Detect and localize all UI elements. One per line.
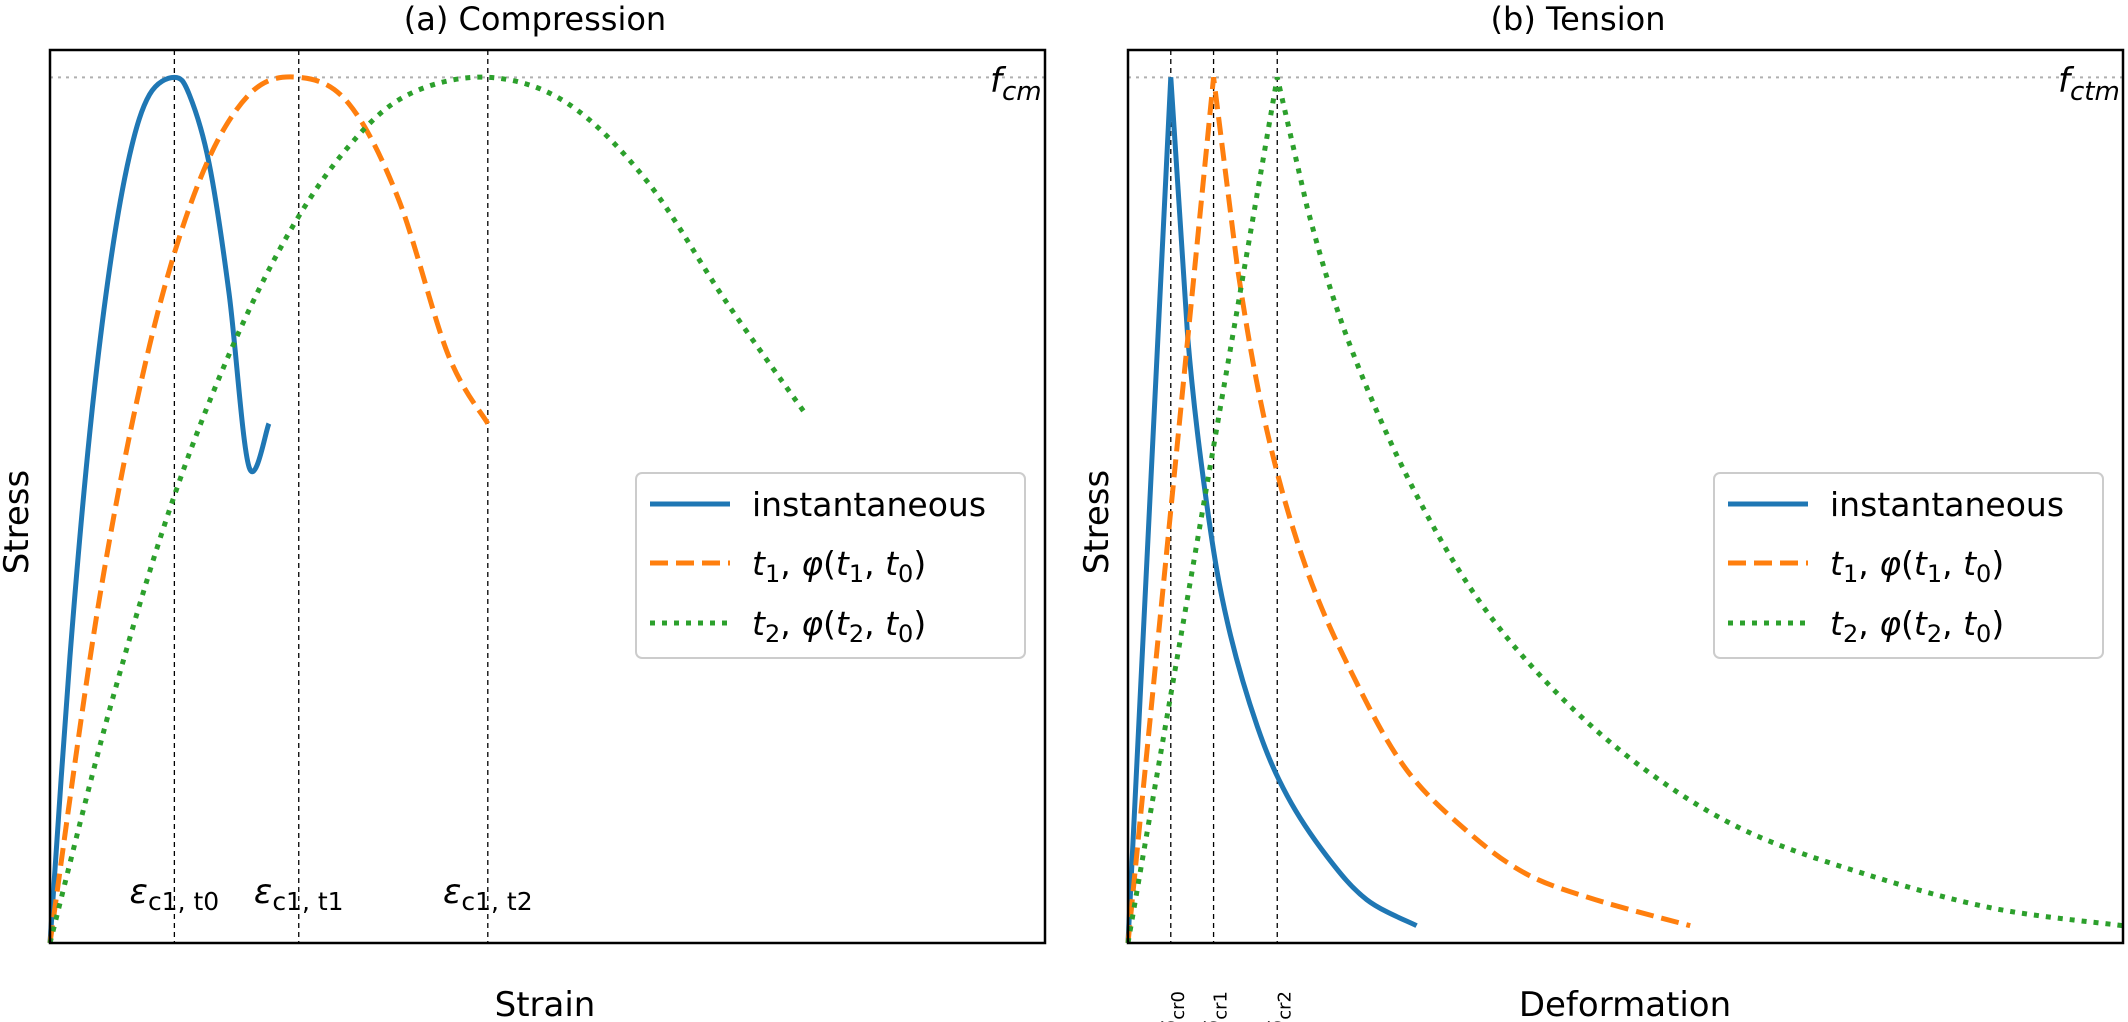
legend-a-label-t1: t1, φ(t1, t0): [752, 544, 926, 588]
panel-a-xlabel: Strain: [495, 985, 596, 1022]
panel-a-series-t2: [47, 74, 809, 944]
panel-a-series: [47, 74, 809, 944]
panel-b-xlabel: Deformation: [1519, 985, 1731, 1022]
legend-a-label-instantaneous: instantaneous: [752, 485, 986, 524]
panel-b-title: (b) Tension: [1491, 0, 1666, 38]
panel-a-peak-label: fcm: [990, 61, 1042, 107]
panel-tension: (b) Tension Deformation Stress fctm inst…: [1077, 0, 2125, 1022]
panel-b-crack-markers: [1128, 50, 2123, 943]
panel-b-legend-box: [1713, 472, 2104, 659]
panel-a-legend-box: [635, 472, 1026, 659]
panel-a-legend: instantaneous t1, φ(t1, t0) t2, φ(t2, t0…: [635, 472, 1026, 659]
panel-a-marker-label-0: εc1, t0: [130, 872, 220, 916]
panel-a-series-t1: [47, 74, 490, 944]
panel-a-peak-sub: cm: [1002, 77, 1042, 107]
panel-a-frame: [48, 48, 1047, 945]
panel-b-series-t2: [1125, 76, 2124, 944]
panel-b-peak-sub: ctm: [2070, 77, 2120, 107]
legend-b-label-t1: t1, φ(t1, t0): [1830, 544, 2004, 588]
panel-a-strain-markers: εc1, t0 εc1, t1 εc1, t2: [50, 50, 1045, 943]
panel-b-marker-label-0: δcr0: [1156, 991, 1189, 1022]
panel-a-title: (a) Compression: [404, 0, 666, 38]
legend-a-label-t2: t2, φ(t2, t0): [752, 604, 926, 648]
panel-b-series-t1: [1125, 77, 1691, 944]
panel-a-ylabel: Stress: [0, 470, 37, 575]
panel-a-marker-label-2: εc1, t2: [443, 872, 533, 916]
panel-b-marker-label-2: δcr2: [1262, 991, 1295, 1022]
panel-b-legend: instantaneous t1, φ(t1, t0) t2, φ(t2, t0…: [1713, 472, 2104, 659]
panel-a-marker-label-1: εc1, t1: [254, 872, 344, 916]
panel-b-ylabel: Stress: [1077, 470, 1117, 575]
panel-compression: (a) Compression Strain Stress εc1, t0 εc1…: [0, 0, 1047, 1022]
panel-b-marker-label-1: δcr1: [1199, 991, 1232, 1022]
legend-b-label-t2: t2, φ(t2, t0): [1830, 604, 2004, 648]
panel-b-peak-label: fctm: [2058, 61, 2120, 107]
panel-a-series-instantaneous: [47, 74, 272, 944]
panel-b-series-instantaneous: [1125, 77, 1418, 944]
legend-b-label-instantaneous: instantaneous: [1830, 485, 2064, 524]
panel-b-frame: [1126, 48, 2125, 945]
panel-b-series: [1125, 76, 2124, 944]
